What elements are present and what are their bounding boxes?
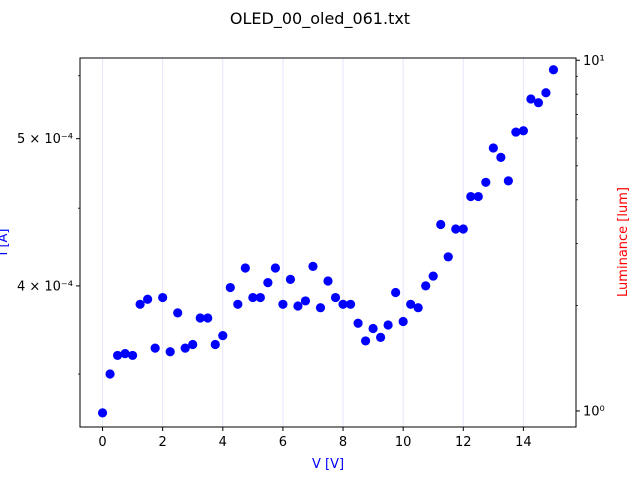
y-left-axis-ticks: 4 × 10⁻⁴ 5 × 10⁻⁴ bbox=[17, 75, 80, 375]
data-point bbox=[443, 252, 453, 262]
data-point bbox=[533, 98, 544, 108]
data-point bbox=[300, 296, 311, 306]
x-tick-label: 14 bbox=[515, 435, 532, 450]
data-point bbox=[315, 303, 326, 313]
data-point bbox=[496, 152, 506, 162]
data-points bbox=[97, 65, 559, 418]
x-axis-ticks: 0 2 4 6 8 10 12 14 bbox=[98, 427, 532, 450]
data-point bbox=[293, 301, 303, 311]
x-tick-label: 4 bbox=[219, 435, 227, 450]
data-point bbox=[481, 177, 491, 187]
data-point bbox=[225, 282, 235, 293]
data-point bbox=[210, 339, 220, 350]
data-point bbox=[180, 343, 190, 353]
x-tick-label: 10 bbox=[395, 435, 412, 450]
data-point bbox=[451, 224, 461, 234]
data-point bbox=[421, 281, 431, 291]
data-point bbox=[376, 332, 386, 342]
data-point bbox=[128, 350, 138, 361]
data-point bbox=[218, 330, 228, 341]
x-gridlines bbox=[102, 58, 524, 427]
data-point bbox=[248, 292, 258, 303]
y-left-tick-label: 4 × 10⁻⁴ bbox=[17, 279, 73, 294]
data-point bbox=[383, 320, 393, 330]
data-point bbox=[488, 143, 498, 153]
data-point bbox=[548, 65, 559, 75]
x-tick-label: 8 bbox=[339, 435, 347, 450]
data-point bbox=[473, 191, 483, 202]
data-point bbox=[150, 343, 160, 353]
x-tick-label: 0 bbox=[98, 435, 106, 450]
data-point bbox=[503, 176, 513, 186]
data-point bbox=[195, 313, 205, 323]
data-point bbox=[278, 299, 288, 309]
data-point bbox=[188, 339, 198, 350]
x-axis-label: V [V] bbox=[312, 457, 344, 472]
data-point bbox=[240, 263, 250, 273]
x-tick-label: 6 bbox=[279, 435, 287, 450]
data-point bbox=[285, 274, 296, 284]
chart-title: OLED_00_oled_061.txt bbox=[230, 9, 410, 29]
data-point bbox=[173, 308, 183, 318]
data-point bbox=[391, 287, 401, 298]
data-point bbox=[330, 292, 341, 303]
data-point bbox=[541, 88, 551, 98]
data-point bbox=[413, 303, 423, 313]
y-left-axis-label: I [A] bbox=[0, 228, 11, 255]
plot-frame bbox=[79, 57, 577, 428]
data-point bbox=[526, 94, 536, 104]
data-point bbox=[518, 126, 528, 136]
data-point bbox=[458, 224, 468, 234]
data-point bbox=[158, 292, 168, 303]
data-point bbox=[135, 299, 145, 309]
data-point bbox=[255, 292, 265, 303]
data-point bbox=[112, 350, 123, 361]
data-point bbox=[105, 369, 115, 379]
data-point bbox=[511, 127, 521, 137]
data-point bbox=[436, 219, 446, 230]
data-point bbox=[143, 294, 153, 304]
data-point bbox=[406, 299, 416, 309]
data-point bbox=[323, 276, 333, 286]
data-point bbox=[165, 347, 175, 357]
data-point bbox=[345, 299, 356, 309]
data-point bbox=[338, 299, 348, 309]
x-tick-label: 2 bbox=[159, 435, 167, 450]
data-point bbox=[368, 323, 378, 334]
data-point bbox=[360, 336, 371, 346]
y-left-tick-label: 5 × 10⁻⁴ bbox=[17, 132, 73, 147]
y-right-axis-ticks: 10⁰ 10¹ bbox=[576, 54, 605, 419]
data-point bbox=[120, 349, 130, 359]
data-point bbox=[428, 271, 438, 281]
y-right-tick-label: 10¹ bbox=[583, 54, 605, 69]
data-point bbox=[233, 299, 243, 309]
data-point bbox=[308, 261, 318, 271]
data-point bbox=[353, 318, 363, 328]
data-point bbox=[398, 316, 408, 327]
x-tick-label: 12 bbox=[455, 435, 472, 450]
data-point bbox=[270, 263, 280, 273]
data-point bbox=[97, 408, 108, 418]
y-right-tick-label: 10⁰ bbox=[583, 404, 605, 419]
data-point bbox=[263, 278, 273, 288]
y-right-axis-label: Luminance [lum] bbox=[616, 187, 631, 297]
data-point bbox=[466, 191, 476, 202]
data-point bbox=[203, 313, 213, 323]
